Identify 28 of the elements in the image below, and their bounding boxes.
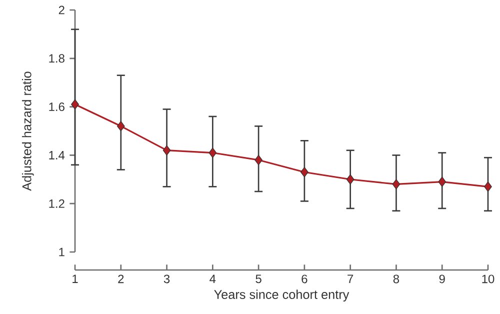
y-tick-label: 2 [58, 6, 64, 14]
x-tick-label: 10 [482, 274, 494, 284]
x-tick-label: 7 [348, 274, 354, 283]
y-tick-label: 1 [59, 248, 64, 256]
point [116, 121, 125, 132]
point [162, 145, 171, 156]
x-tick-label: 9 [439, 274, 445, 284]
x-tick-label: 4 [210, 274, 216, 283]
x-tick-label: 3 [164, 274, 170, 284]
x-axis-title: Years since cohort entry [214, 290, 350, 302]
y-tick-label: 1.4 [49, 151, 65, 160]
y-tick-label: 1.8 [49, 54, 64, 63]
point [254, 154, 262, 166]
point [71, 99, 79, 110]
point [300, 166, 308, 178]
y-axis-title: Adjusted hazard ratio [22, 72, 34, 191]
point [392, 179, 400, 190]
x-tick-label: 5 [256, 274, 262, 284]
y-tick-label: 1.6 [49, 102, 64, 112]
x-tick-label: 6 [302, 274, 308, 284]
x-tick-label: 1 [72, 274, 78, 283]
y-tick-label: 1.2 [49, 199, 64, 208]
point [484, 182, 492, 192]
x-tick-label: 8 [393, 274, 400, 284]
point [208, 148, 217, 158]
point [438, 176, 446, 187]
point [346, 174, 354, 185]
x-tick-label: 2 [118, 274, 124, 284]
